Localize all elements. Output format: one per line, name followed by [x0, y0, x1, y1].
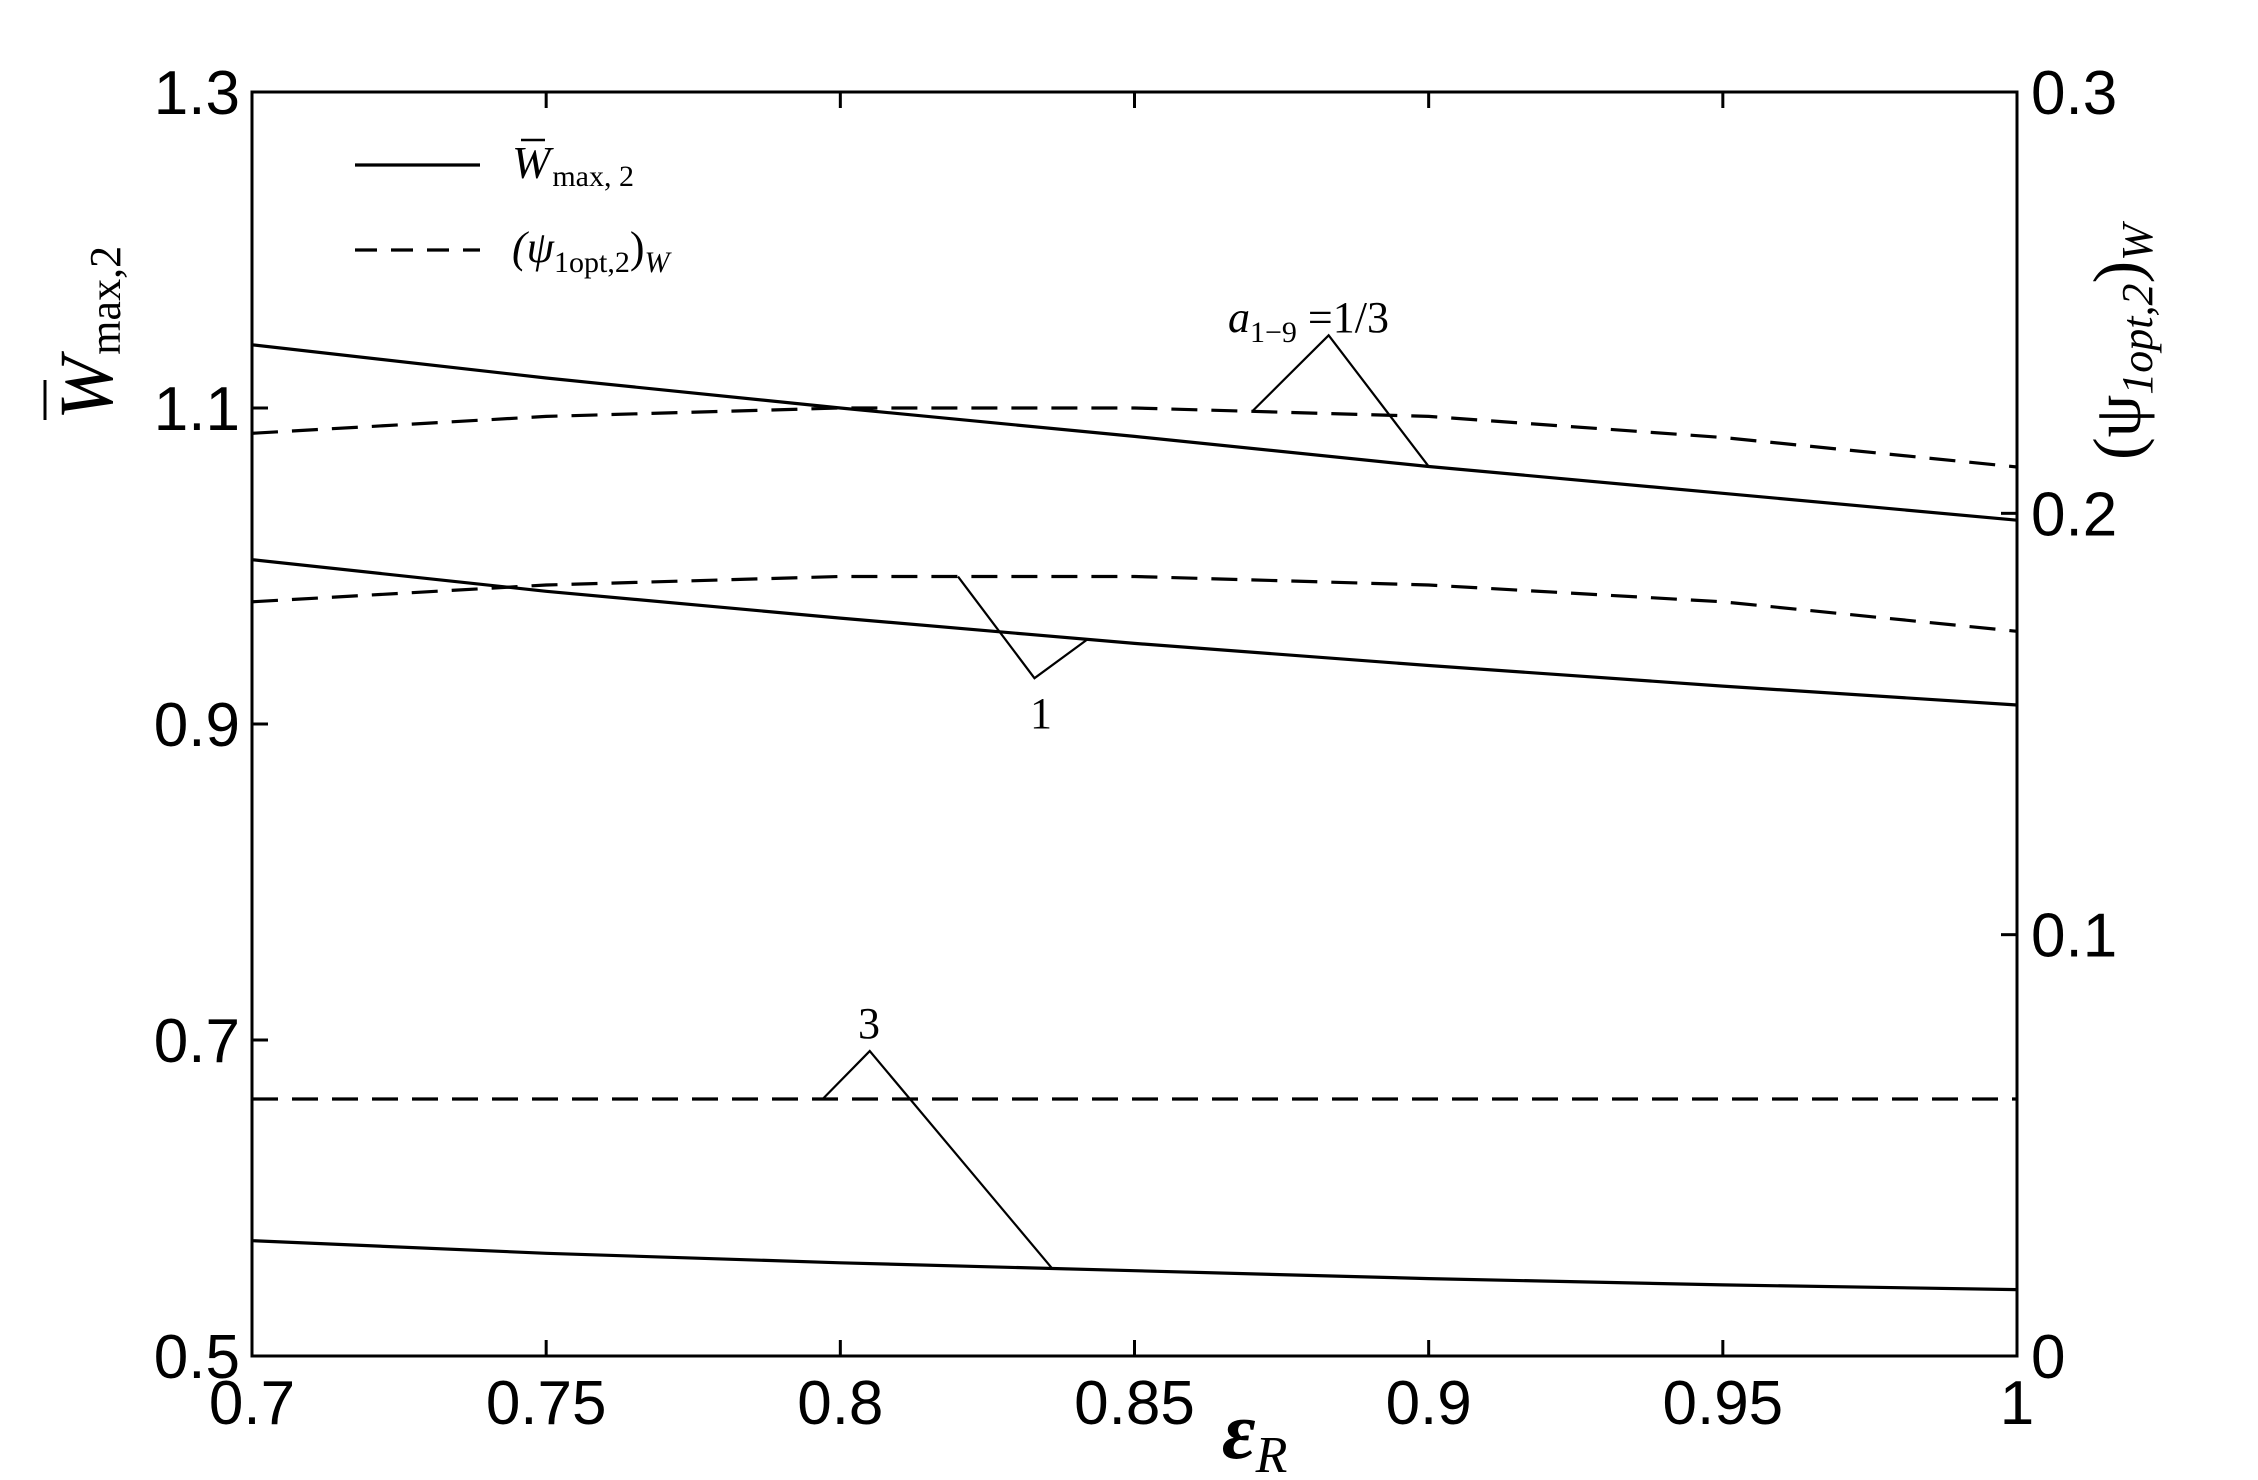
leader-3: [821, 1049, 1053, 1270]
y-left-tick-label: 1.3: [154, 59, 240, 128]
legend-entry-1-label: Wmax, 2: [512, 137, 634, 193]
x-tick-label: 0.9: [1386, 1369, 1472, 1438]
series-line-dashed-4: [251, 406, 2018, 469]
y-right-tick-label: 0.3: [2031, 59, 2117, 128]
series-line-dashed-5: [251, 574, 2018, 633]
y-left-tick-label: 1.1: [154, 375, 240, 444]
y-axis-label-left: Wmax,2: [43, 246, 130, 420]
svg-text:Wmax,2: Wmax,2: [45, 246, 130, 420]
series-layer: [251, 343, 2018, 1292]
x-tick-label: 0.85: [1074, 1369, 1195, 1438]
leader-1: [957, 575, 1089, 680]
y-left-tick-label: 0.7: [154, 1007, 240, 1076]
x-tick-label: 0.75: [486, 1369, 607, 1438]
x-tick-label: 0.8: [797, 1369, 883, 1438]
x-tick-label: 0.95: [1662, 1369, 1783, 1438]
y-right-tick-label: 0: [2031, 1323, 2065, 1392]
annotation-label-3: 3: [858, 999, 880, 1048]
y-axis-label-right: (ψ1opt,2)W: [2079, 221, 2162, 460]
x-axis-label: εR: [1222, 1385, 1287, 1480]
annotation-label-1: 1: [1030, 689, 1052, 738]
leader-one-third: [1251, 333, 1430, 468]
svg-text:(ψ1opt,2)W: (ψ1opt,2)W: [2079, 221, 2162, 460]
series-line-solid-1: [251, 343, 2018, 522]
tick-layer: 0.7 0.75 0.8 0.85 0.9 0.95 10.50.70.91.11.300.…: [154, 59, 2117, 1438]
y-left-tick-label: 0.5: [154, 1323, 240, 1392]
y-right-tick-label: 0.1: [2031, 902, 2117, 971]
x-tick-label: 0.7: [209, 1369, 295, 1438]
x-tick-label: 1: [2000, 1369, 2034, 1438]
y-right-tick-label: 0.2: [2031, 480, 2117, 549]
series-line-solid-3: [251, 1239, 2018, 1292]
series-line-solid-2: [251, 558, 2018, 707]
legend-entry-2-label: (ψ1opt,2)W: [512, 223, 672, 279]
y-left-tick-label: 0.9: [154, 691, 240, 760]
annotation-leaders: [821, 333, 1430, 1270]
annotation-label-one-third: a1−9 =1/3: [1228, 293, 1389, 349]
legend: Wmax, 2 (ψ1opt,2)W: [355, 137, 672, 279]
